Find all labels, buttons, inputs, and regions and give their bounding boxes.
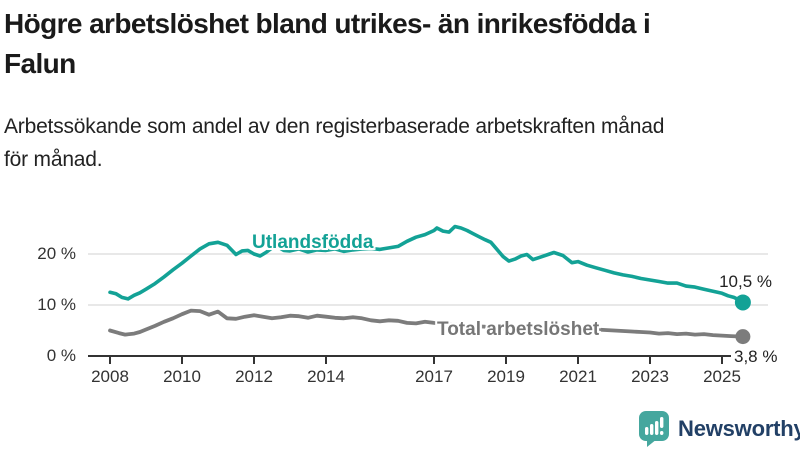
y-tick-label: 20 % [37,244,76,263]
x-tick-label: 2023 [631,367,669,386]
x-tick-label: 2008 [91,367,129,386]
chart-subtitle: Arbetssökande som andel av den registerb… [4,110,796,176]
bar-chart-speech-bubble-icon [639,411,669,447]
x-tick-label: 2021 [559,367,597,386]
x-tick-label: 2014 [307,367,345,386]
end-dot-total [735,329,751,345]
newsworthy-logo: Newsworthy [638,410,800,447]
x-tick-label: 2012 [235,367,273,386]
x-tick-label: 2019 [487,367,525,386]
y-tick-label: 0 % [46,346,76,365]
series-line-utlandsfodda [108,224,745,305]
subtitle-line-2: för månad. [4,148,103,171]
x-tick-label: 2025 [703,367,741,386]
end-dot-utlandsfodda [734,294,751,311]
subtitle-line-1: Arbetssökande som andel av den registerb… [4,115,665,138]
page-title: Högre arbetslöshet bland utrikes- än inr… [4,4,796,84]
title-line-1: Högre arbetslöshet bland utrikes- än inr… [4,8,651,39]
series-line-total [108,308,745,339]
series-label-utlandsfodda: Utlandsfödda [252,232,374,253]
x-tick-label: 2010 [163,367,201,386]
brand-wordmark: Newsworthy [678,415,800,441]
end-value-utlandsfodda: 10,5 % [719,272,772,291]
series-label-total-arbetsloshet: Total arbetslöshet [437,319,600,340]
y-tick-label: 10 % [37,295,76,314]
x-tick-label: 2017 [415,367,453,386]
title-line-2: Falun [4,48,76,79]
end-value-total-arbetsloshet: 3,8 % [731,347,781,367]
